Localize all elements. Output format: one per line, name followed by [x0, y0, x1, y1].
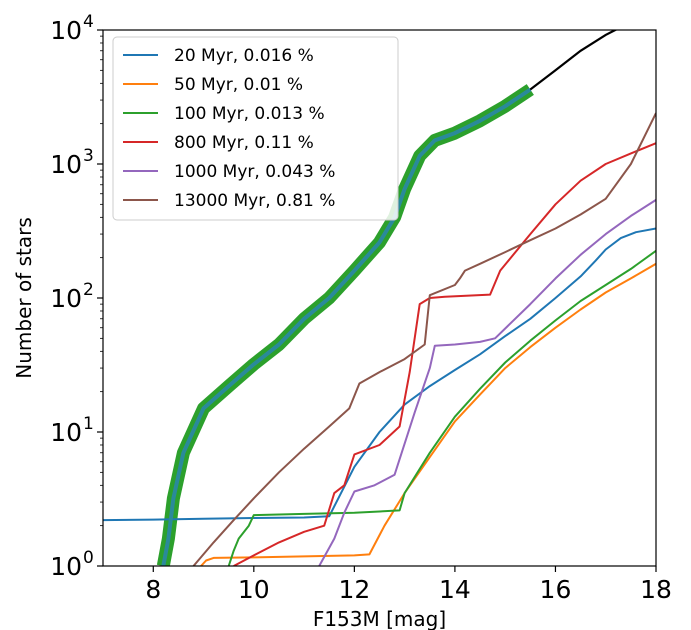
- series-line-5: [192, 112, 656, 566]
- x-tick-label-4: 16: [540, 575, 572, 604]
- series-line-3: [233, 142, 656, 566]
- x-tick-label-1: 10: [238, 575, 270, 604]
- y-tick-exponent-3: 3: [83, 146, 94, 166]
- legend-label-3: 800 Myr, 0.11 %: [174, 133, 314, 153]
- series-line-4: [318, 199, 656, 566]
- x-tick-label-3: 14: [439, 575, 471, 604]
- x-tick-label-5: 18: [640, 575, 672, 604]
- y-tick-exponent-1: 1: [83, 414, 94, 434]
- series-line-2: [227, 249, 656, 566]
- legend-label-5: 13000 Myr, 0.81 %: [174, 191, 335, 211]
- y-tick-label-3: 10: [50, 150, 82, 179]
- x-axis-label: F153M [mag]: [313, 607, 446, 630]
- legend-label-4: 1000 Myr, 0.043 %: [174, 162, 335, 182]
- series-line-1: [200, 262, 656, 566]
- y-axis-label: Number of stars: [12, 217, 36, 379]
- y-tick-label-0: 10: [50, 552, 82, 581]
- y-tick-exponent-0: 0: [83, 548, 94, 568]
- y-tick-label-2: 10: [50, 284, 82, 313]
- x-tick-label-0: 8: [145, 575, 161, 604]
- legend-label-0: 20 Myr, 0.016 %: [174, 46, 314, 66]
- legend-frame: [112, 36, 399, 221]
- series-line-0: [103, 227, 656, 522]
- y-tick-exponent-4: 4: [83, 12, 94, 32]
- legend: 20 Myr, 0.016 % 50 Myr, 0.01 % 100 Myr, 0.…: [112, 36, 399, 221]
- legend-label-2: 100 Myr, 0.013 %: [174, 104, 325, 124]
- y-tick-label-4: 10: [50, 16, 82, 45]
- y-tick-label-1: 10: [50, 418, 82, 447]
- observed-fit-line: [161, 87, 532, 566]
- legend-label-1: 50 Myr, 0.01 %: [174, 75, 303, 95]
- x-tick-label-2: 12: [338, 575, 370, 604]
- y-tick-exponent-2: 2: [83, 280, 94, 300]
